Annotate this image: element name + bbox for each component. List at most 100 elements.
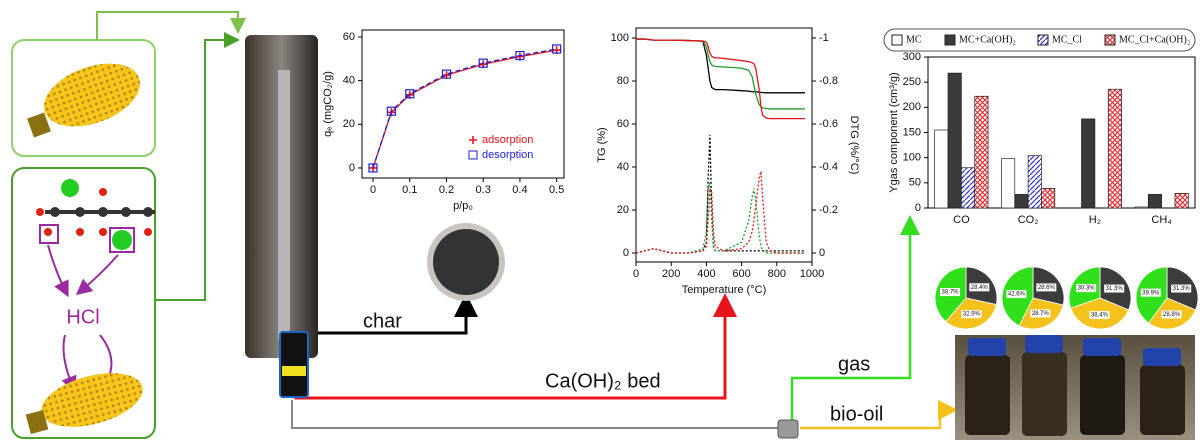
- y-tick-label: 50: [909, 177, 921, 189]
- bar: [1108, 89, 1121, 208]
- y-tick-label: 40: [617, 161, 629, 173]
- legend-label: MC: [906, 34, 922, 45]
- value-label: 38.4%: [1091, 313, 1109, 319]
- y-axis-label: TG (%): [596, 127, 608, 162]
- value-label: 31.3%: [1106, 286, 1124, 292]
- x-tick-label: 0.1: [402, 184, 417, 196]
- legend-label: adsorption: [482, 134, 533, 146]
- y-tick-label: 300: [903, 51, 921, 63]
- y2-tick-label: -0.4: [819, 161, 838, 173]
- bar: [948, 73, 961, 208]
- bar: [1041, 188, 1054, 208]
- value-label: 39.9%: [1142, 290, 1160, 296]
- legend-marker: [469, 151, 477, 159]
- y-tick-label: 100: [903, 152, 921, 164]
- x-axis-label: p/p₀: [453, 200, 473, 212]
- y-tick-label: 20: [617, 204, 629, 216]
- y2-tick-label: -0.6: [819, 118, 838, 130]
- y-tick-label: 0: [623, 247, 629, 259]
- series-line: [636, 39, 805, 119]
- y-tick-label: 0: [915, 202, 921, 214]
- value-label: 28.4%: [971, 285, 989, 291]
- y-tick-label: 60: [343, 31, 355, 43]
- x-tick-label: H₂: [1089, 214, 1101, 226]
- y2-tick-label: -0.2: [819, 204, 838, 216]
- page: {"diagram":{"hcl":"HCl","char":"char","b…: [0, 0, 1202, 442]
- y-tick-label: 250: [903, 76, 921, 88]
- x-tick-label: 400: [697, 268, 715, 280]
- legend-label: MC_Cl+Ca(OH)₂: [1119, 34, 1190, 45]
- y2-tick-label: 0: [819, 247, 825, 259]
- y-tick-label: 150: [903, 126, 921, 138]
- reactor-photo: [245, 35, 318, 397]
- bar: [1175, 193, 1188, 208]
- value-label: 28.6%: [1038, 285, 1056, 291]
- series-line: [636, 182, 805, 253]
- y-tick-label: 0: [349, 162, 355, 174]
- y2-tick-label: -1: [819, 32, 829, 44]
- y2-tick-label: -0.8: [819, 75, 838, 87]
- bio-oil-label: bio-oil: [830, 403, 883, 425]
- bar: [935, 130, 948, 208]
- legend-swatch: [1038, 35, 1048, 45]
- y-tick-label: 40: [343, 75, 355, 87]
- plot-frame: [636, 28, 812, 262]
- legend-swatch: [1105, 35, 1115, 45]
- corn-cob: [35, 52, 148, 139]
- x-tick-label: CO₂: [1018, 214, 1039, 226]
- legend-swatch: [892, 35, 902, 45]
- bar: [1028, 156, 1041, 208]
- y-tick-label: 20: [343, 118, 355, 130]
- series-line: [636, 171, 805, 253]
- legend-label: desorption: [482, 149, 533, 161]
- x-axis-label: Temperature (°C): [682, 284, 766, 296]
- bed-label: Ca(OH)₂ bed: [545, 370, 661, 392]
- y-tick-label: 200: [903, 101, 921, 113]
- x-tick-label: 200: [662, 268, 680, 280]
- x-tick-label: 0.3: [476, 184, 491, 196]
- molecule: [36, 179, 155, 290]
- series-line: [636, 39, 805, 93]
- value-label: 32.9%: [963, 312, 981, 318]
- x-tick-label: 0.5: [549, 184, 564, 196]
- x-tick-label: 1000: [800, 268, 824, 280]
- value-label: 28.8%: [1163, 312, 1181, 318]
- char-photo: [427, 223, 505, 301]
- left-panel: HCl: [12, 40, 155, 438]
- bar: [975, 96, 988, 208]
- bar: [1001, 159, 1014, 208]
- x-tick-label: 800: [768, 268, 786, 280]
- y2-axis-label: DTG (%/°C): [848, 116, 860, 175]
- y-axis-label: qₑ (mgCO₂/g): [322, 71, 334, 137]
- legend-label: MC_Cl: [1052, 34, 1082, 45]
- x-tick-label: 600: [732, 268, 750, 280]
- legend-label: MC+Ca(OH)₂: [959, 34, 1016, 45]
- bar: [1135, 207, 1148, 208]
- x-tick-label: CH₄: [1151, 214, 1172, 226]
- graphical-abstract: HCl char Ca(OH)₂ bed gas bio-oil 0 0.1 0.2…: [0, 0, 1202, 442]
- x-tick-label: CO: [953, 214, 970, 226]
- y-tick-label: 100: [611, 32, 629, 44]
- char-label: char: [363, 310, 402, 332]
- bottles-photo: [955, 335, 1195, 440]
- x-tick-label: 0.4: [512, 184, 527, 196]
- gas-label: gas: [838, 353, 870, 375]
- x-tick-label: 0: [633, 268, 639, 280]
- bar: [1015, 194, 1028, 208]
- y-tick-label: 80: [617, 75, 629, 87]
- value-label: 38.7%: [942, 290, 960, 296]
- corn-cob: [36, 363, 149, 436]
- value-label: 30.3%: [1078, 286, 1096, 292]
- series-line: [636, 135, 805, 253]
- x-tick-label: 0.2: [439, 184, 454, 196]
- y-axis-label: Ygas component (cm³/g): [888, 72, 900, 192]
- legend-swatch: [945, 35, 955, 45]
- bar: [1082, 119, 1095, 208]
- x-tick-label: 0: [370, 184, 376, 196]
- value-label: 31.3%: [1173, 286, 1191, 292]
- value-label: 28.7%: [1032, 311, 1050, 317]
- legend-marker: [469, 136, 477, 144]
- bar: [961, 168, 974, 208]
- bar: [1148, 194, 1161, 208]
- y-tick-label: 60: [617, 118, 629, 130]
